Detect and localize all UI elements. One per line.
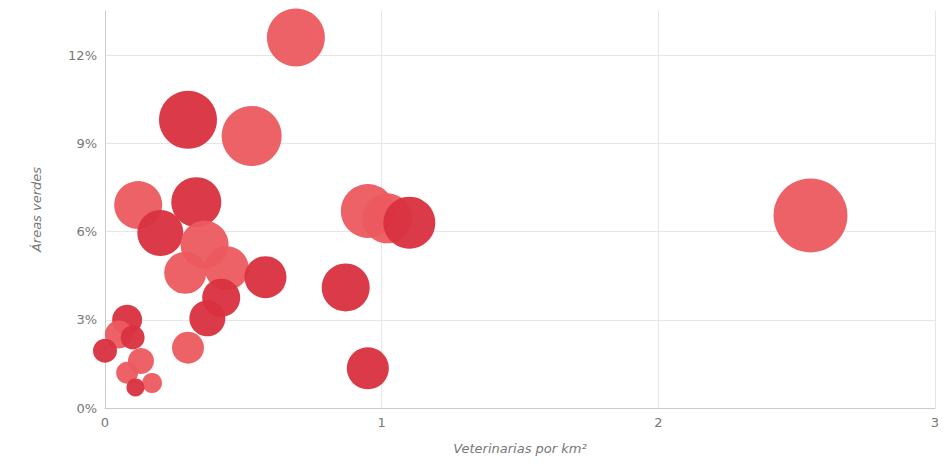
svg-text:2: 2 — [654, 415, 662, 430]
svg-text:Veterinarias por km²: Veterinarias por km² — [453, 441, 586, 456]
svg-text:9%: 9% — [76, 136, 97, 151]
svg-text:Áreas verdes: Áreas verdes — [29, 167, 44, 253]
svg-text:3: 3 — [931, 415, 939, 430]
svg-text:3%: 3% — [76, 312, 97, 327]
svg-text:0%: 0% — [76, 401, 97, 416]
svg-text:12%: 12% — [68, 48, 97, 63]
svg-text:1: 1 — [378, 415, 386, 430]
svg-text:0: 0 — [101, 415, 109, 430]
svg-text:6%: 6% — [76, 224, 97, 239]
